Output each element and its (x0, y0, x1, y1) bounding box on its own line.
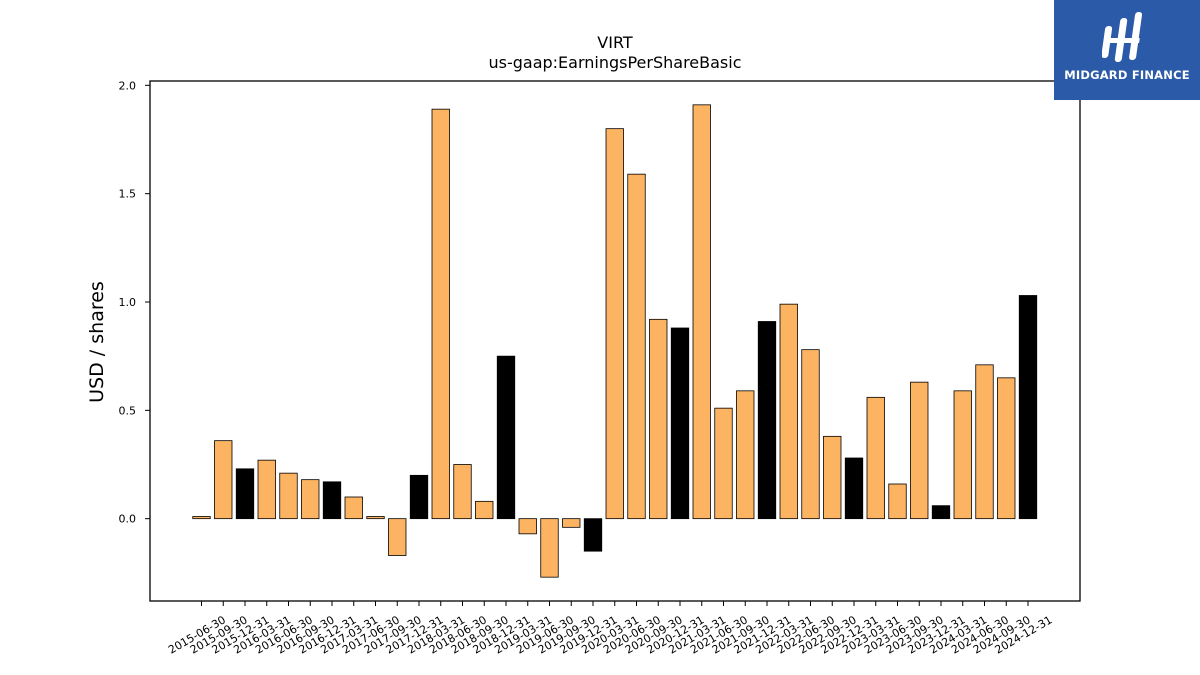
bar-2015-12-31 (235, 468, 255, 520)
bar-2024-12-31 (1018, 295, 1038, 520)
bar-2024-06-30 (975, 364, 994, 520)
bar-2022-09-30 (823, 435, 842, 520)
y-tick-label: 1.5 (119, 188, 137, 201)
bar-2021-06-30 (714, 407, 733, 520)
y-axis-label: USD / shares (86, 281, 108, 403)
y-tick-label: 0.0 (119, 513, 137, 526)
plot-frame (149, 80, 1081, 602)
y-tick-label: 1.0 (119, 296, 137, 309)
bar-2019-09-30 (562, 518, 581, 528)
bar-2020-09-30 (649, 318, 668, 520)
bar-2024-03-31 (953, 390, 972, 520)
y-ticks-group: 0.0 0.5 1.0 1.5 2.0 (119, 79, 150, 526)
bar-2023-06-30 (888, 483, 907, 520)
bar-2016-06-30 (279, 472, 298, 520)
bar-2017-09-30 (388, 518, 407, 556)
bar-2016-09-30 (301, 479, 320, 520)
bar-2022-12-31 (844, 457, 864, 520)
bar-2021-12-31 (757, 321, 777, 520)
bar-2020-06-30 (627, 173, 646, 520)
bar-2016-03-31 (257, 459, 276, 520)
bar-2023-12-31 (931, 505, 951, 520)
brand-name: MIDGARD FINANCE (1064, 68, 1190, 82)
y-tick-label: 0.5 (119, 404, 137, 417)
bar-2024-09-30 (997, 377, 1016, 520)
chart-title: VIRT (597, 33, 633, 52)
bar-2021-09-30 (736, 390, 755, 520)
bar-2019-06-30 (540, 518, 559, 578)
chart-subtitle: us-gaap:EarningsPerShareBasic (488, 53, 741, 72)
brand-logo: MIDGARD FINANCE (1054, 0, 1200, 100)
bar-2020-03-31 (605, 128, 624, 520)
bar-2016-12-31 (322, 481, 342, 520)
midgard-logo-icon (1102, 12, 1143, 62)
bars-group (192, 104, 1038, 578)
bar-2019-12-31 (583, 518, 603, 552)
bar-2018-12-31 (496, 355, 516, 520)
bar-2015-06-30 (192, 516, 211, 520)
bar-2015-09-30 (214, 440, 233, 520)
bar-2020-12-31 (670, 327, 690, 520)
x-ticks-group: 2015-06-302015-09-302015-12-312016-03-31… (166, 601, 1055, 657)
y-tick-label: 2.0 (119, 79, 137, 92)
bar-2017-06-30 (366, 516, 385, 520)
bar-2021-03-31 (692, 104, 711, 520)
bar-2022-06-30 (801, 349, 820, 520)
bar-2019-03-31 (518, 518, 537, 535)
bar-2018-09-30 (475, 500, 494, 520)
bar-2023-09-30 (910, 381, 929, 520)
bar-2022-03-31 (779, 303, 798, 520)
bar-2018-06-30 (453, 464, 472, 520)
bar-2017-03-31 (344, 496, 363, 520)
bar-2023-03-31 (866, 396, 885, 520)
bar-2017-12-31 (409, 474, 429, 520)
bar-2018-03-31 (431, 108, 450, 520)
